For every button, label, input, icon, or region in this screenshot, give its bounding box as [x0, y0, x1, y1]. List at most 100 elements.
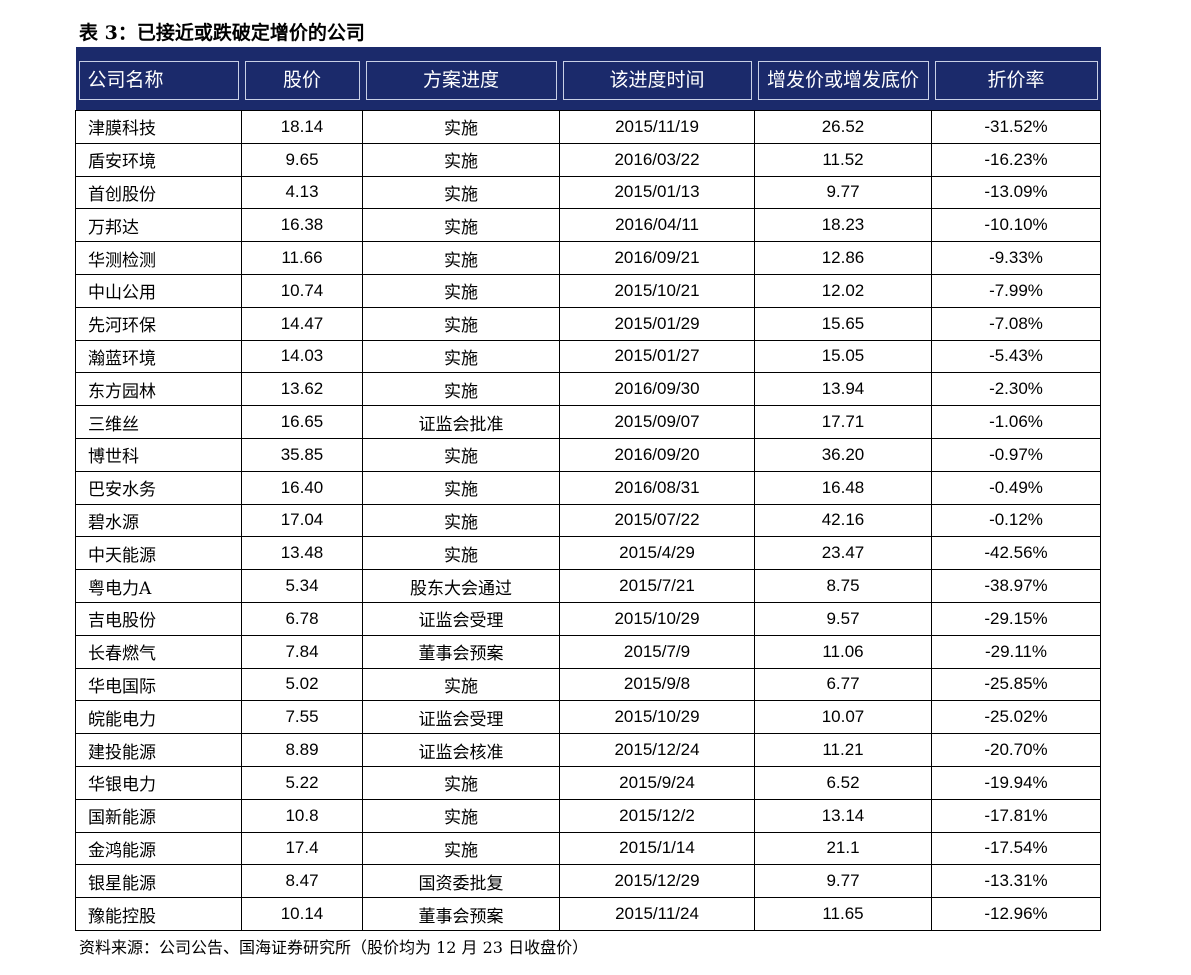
table-row: 万邦达 16.38 实施 2016/04/11 18.23 -10.10% [75, 208, 1101, 243]
table-cell: 股东大会通过 [362, 569, 560, 603]
table-cell: 巴安水务 [75, 470, 242, 505]
table-cell: 国资委批复 [362, 864, 560, 899]
table-cell: 实施 [362, 175, 560, 210]
table-cell: 证监会受理 [362, 700, 560, 735]
table-cell: -17.54% [931, 831, 1101, 866]
table-cell: 实施 [362, 241, 560, 275]
table-cell: -25.85% [931, 667, 1101, 702]
table-cell: 豫能控股 [75, 897, 242, 931]
table-cell: 2016/08/31 [559, 470, 755, 505]
table-cell: -7.08% [931, 306, 1101, 341]
table-cell: 18.14 [241, 110, 363, 144]
table-cell: 实施 [362, 798, 560, 833]
header-label: 折价率 [934, 61, 1098, 100]
table-cell: 17.04 [241, 503, 363, 538]
table-row: 首创股份 4.13 实施 2015/01/13 9.77 -13.09% [75, 175, 1101, 210]
table-cell: 实施 [362, 831, 560, 866]
table-cell: 5.34 [241, 569, 363, 603]
table-cell: 14.47 [241, 306, 363, 341]
table-cell: 董事会预案 [362, 634, 560, 669]
table-cell: 中山公用 [75, 273, 242, 308]
table-cell: 15.05 [754, 339, 932, 374]
header-cell: 公司名称 [75, 47, 242, 111]
table-cell: -7.99% [931, 273, 1101, 308]
table-cell: 26.52 [754, 110, 932, 144]
table-cell: 粤电力A [75, 569, 242, 603]
table-cell: 6.77 [754, 667, 932, 702]
table-cell: 银星能源 [75, 864, 242, 899]
table-cell: 金鸿能源 [75, 831, 242, 866]
table-cell: 盾安环境 [75, 142, 242, 177]
table-cell: 长春燃气 [75, 634, 242, 669]
table-cell: 7.84 [241, 634, 363, 669]
table-cell: 碧水源 [75, 503, 242, 538]
table-cell: 建投能源 [75, 733, 242, 767]
table-cell: 2016/09/21 [559, 241, 755, 275]
table-cell: 2015/12/29 [559, 864, 755, 899]
table-cell: 11.52 [754, 142, 932, 177]
table-cell: 2015/7/21 [559, 569, 755, 603]
table-row: 银星能源 8.47 国资委批复 2015/12/29 9.77 -13.31% [75, 864, 1101, 899]
table-cell: -20.70% [931, 733, 1101, 767]
table-row: 金鸿能源 17.4 实施 2015/1/14 21.1 -17.54% [75, 831, 1101, 866]
table-cell: 2015/11/24 [559, 897, 755, 931]
table-cell: 9.57 [754, 601, 932, 636]
table-row: 建投能源 8.89 证监会核准 2015/12/24 11.21 -20.70% [75, 733, 1101, 767]
table-cell: 2015/9/8 [559, 667, 755, 702]
table-cell: 42.16 [754, 503, 932, 538]
table-cell: 14.03 [241, 339, 363, 374]
table-row: 华电国际 5.02 实施 2015/9/8 6.77 -25.85% [75, 667, 1101, 702]
table-row: 吉电股份 6.78 证监会受理 2015/10/29 9.57 -29.15% [75, 601, 1101, 636]
table-cell: -0.49% [931, 470, 1101, 505]
table-cell: 11.65 [754, 897, 932, 931]
table-cell: 瀚蓝环境 [75, 339, 242, 374]
table-cell: 华电国际 [75, 667, 242, 702]
table-cell: 国新能源 [75, 798, 242, 833]
table-cell: 实施 [362, 437, 560, 472]
header-cell: 方案进度 [362, 47, 560, 111]
table-cell: 16.38 [241, 208, 363, 243]
table-cell: -29.11% [931, 634, 1101, 669]
table-row: 瀚蓝环境 14.03 实施 2015/01/27 15.05 -5.43% [75, 339, 1101, 374]
table-cell: 2015/01/13 [559, 175, 755, 210]
table: 公司名称 股价 方案进度 该进度时间 增发价或增发底价 折价率 津膜科技 18.14 实施 20… [75, 47, 1101, 931]
table-cell: 9.65 [241, 142, 363, 177]
table-row: 津膜科技 18.14 实施 2015/11/19 26.52 -31.52% [75, 110, 1101, 144]
table-cell: 2015/12/2 [559, 798, 755, 833]
header-cell: 该进度时间 [559, 47, 755, 111]
table-cell: -2.30% [931, 372, 1101, 407]
table-cell: 9.77 [754, 864, 932, 899]
table-cell: 11.21 [754, 733, 932, 767]
header-label: 增发价或增发底价 [757, 61, 929, 100]
table-cell: 实施 [362, 470, 560, 505]
header-cell: 增发价或增发底价 [754, 47, 932, 111]
table-cell: 吉电股份 [75, 601, 242, 636]
table-cell: 2015/10/21 [559, 273, 755, 308]
table-cell: 2015/09/07 [559, 405, 755, 439]
table-cell: 9.77 [754, 175, 932, 210]
table-cell: -31.52% [931, 110, 1101, 144]
table-cell: 23.47 [754, 536, 932, 571]
table-cell: 实施 [362, 667, 560, 702]
table-cell: -19.94% [931, 765, 1101, 800]
table-row: 先河环保 14.47 实施 2015/01/29 15.65 -7.08% [75, 306, 1101, 341]
table-cell: 18.23 [754, 208, 932, 243]
table-cell: 2015/11/19 [559, 110, 755, 144]
table-cell: 2015/10/29 [559, 700, 755, 735]
table-cell: 10.8 [241, 798, 363, 833]
table-cell: 华银电力 [75, 765, 242, 800]
table-cell: -13.09% [931, 175, 1101, 210]
table-cell: -17.81% [931, 798, 1101, 833]
table-cell: 8.89 [241, 733, 363, 767]
table-cell: 36.20 [754, 437, 932, 472]
table-cell: -5.43% [931, 339, 1101, 374]
table-cell: 首创股份 [75, 175, 242, 210]
table-cell: 21.1 [754, 831, 932, 866]
table-cell: 实施 [362, 306, 560, 341]
table-cell: 2016/03/22 [559, 142, 755, 177]
table-cell: 证监会批准 [362, 405, 560, 439]
table-cell: 证监会核准 [362, 733, 560, 767]
table-cell: 实施 [362, 208, 560, 243]
table-cell: -1.06% [931, 405, 1101, 439]
table-row: 豫能控股 10.14 董事会预案 2015/11/24 11.65 -12.96% [75, 897, 1101, 931]
